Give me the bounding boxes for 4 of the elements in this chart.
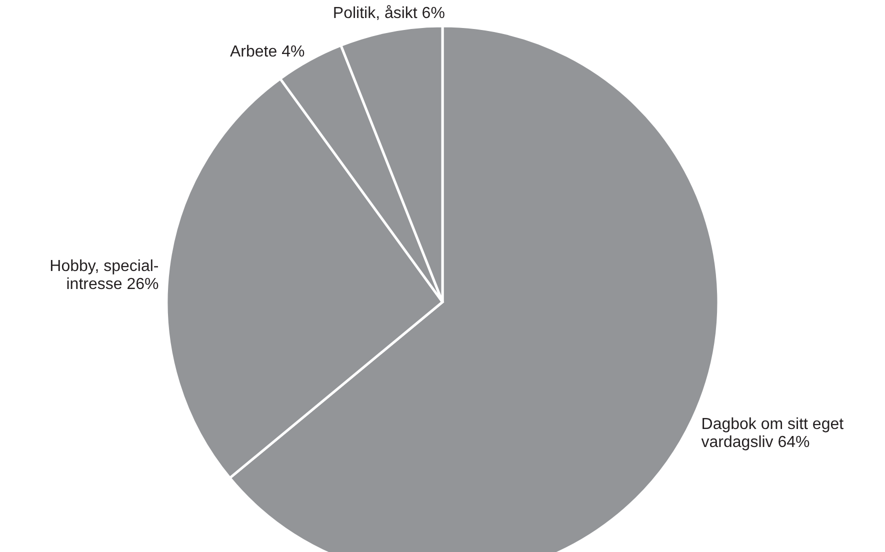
slice-label: Politik, åsikt 6% xyxy=(332,5,445,22)
slice-label: Dagbok om sitt eget vardagsliv 64% xyxy=(701,416,844,451)
slice-label: Arbete 4% xyxy=(230,43,305,60)
slice-label: Hobby, special- intresse 26% xyxy=(50,258,159,294)
